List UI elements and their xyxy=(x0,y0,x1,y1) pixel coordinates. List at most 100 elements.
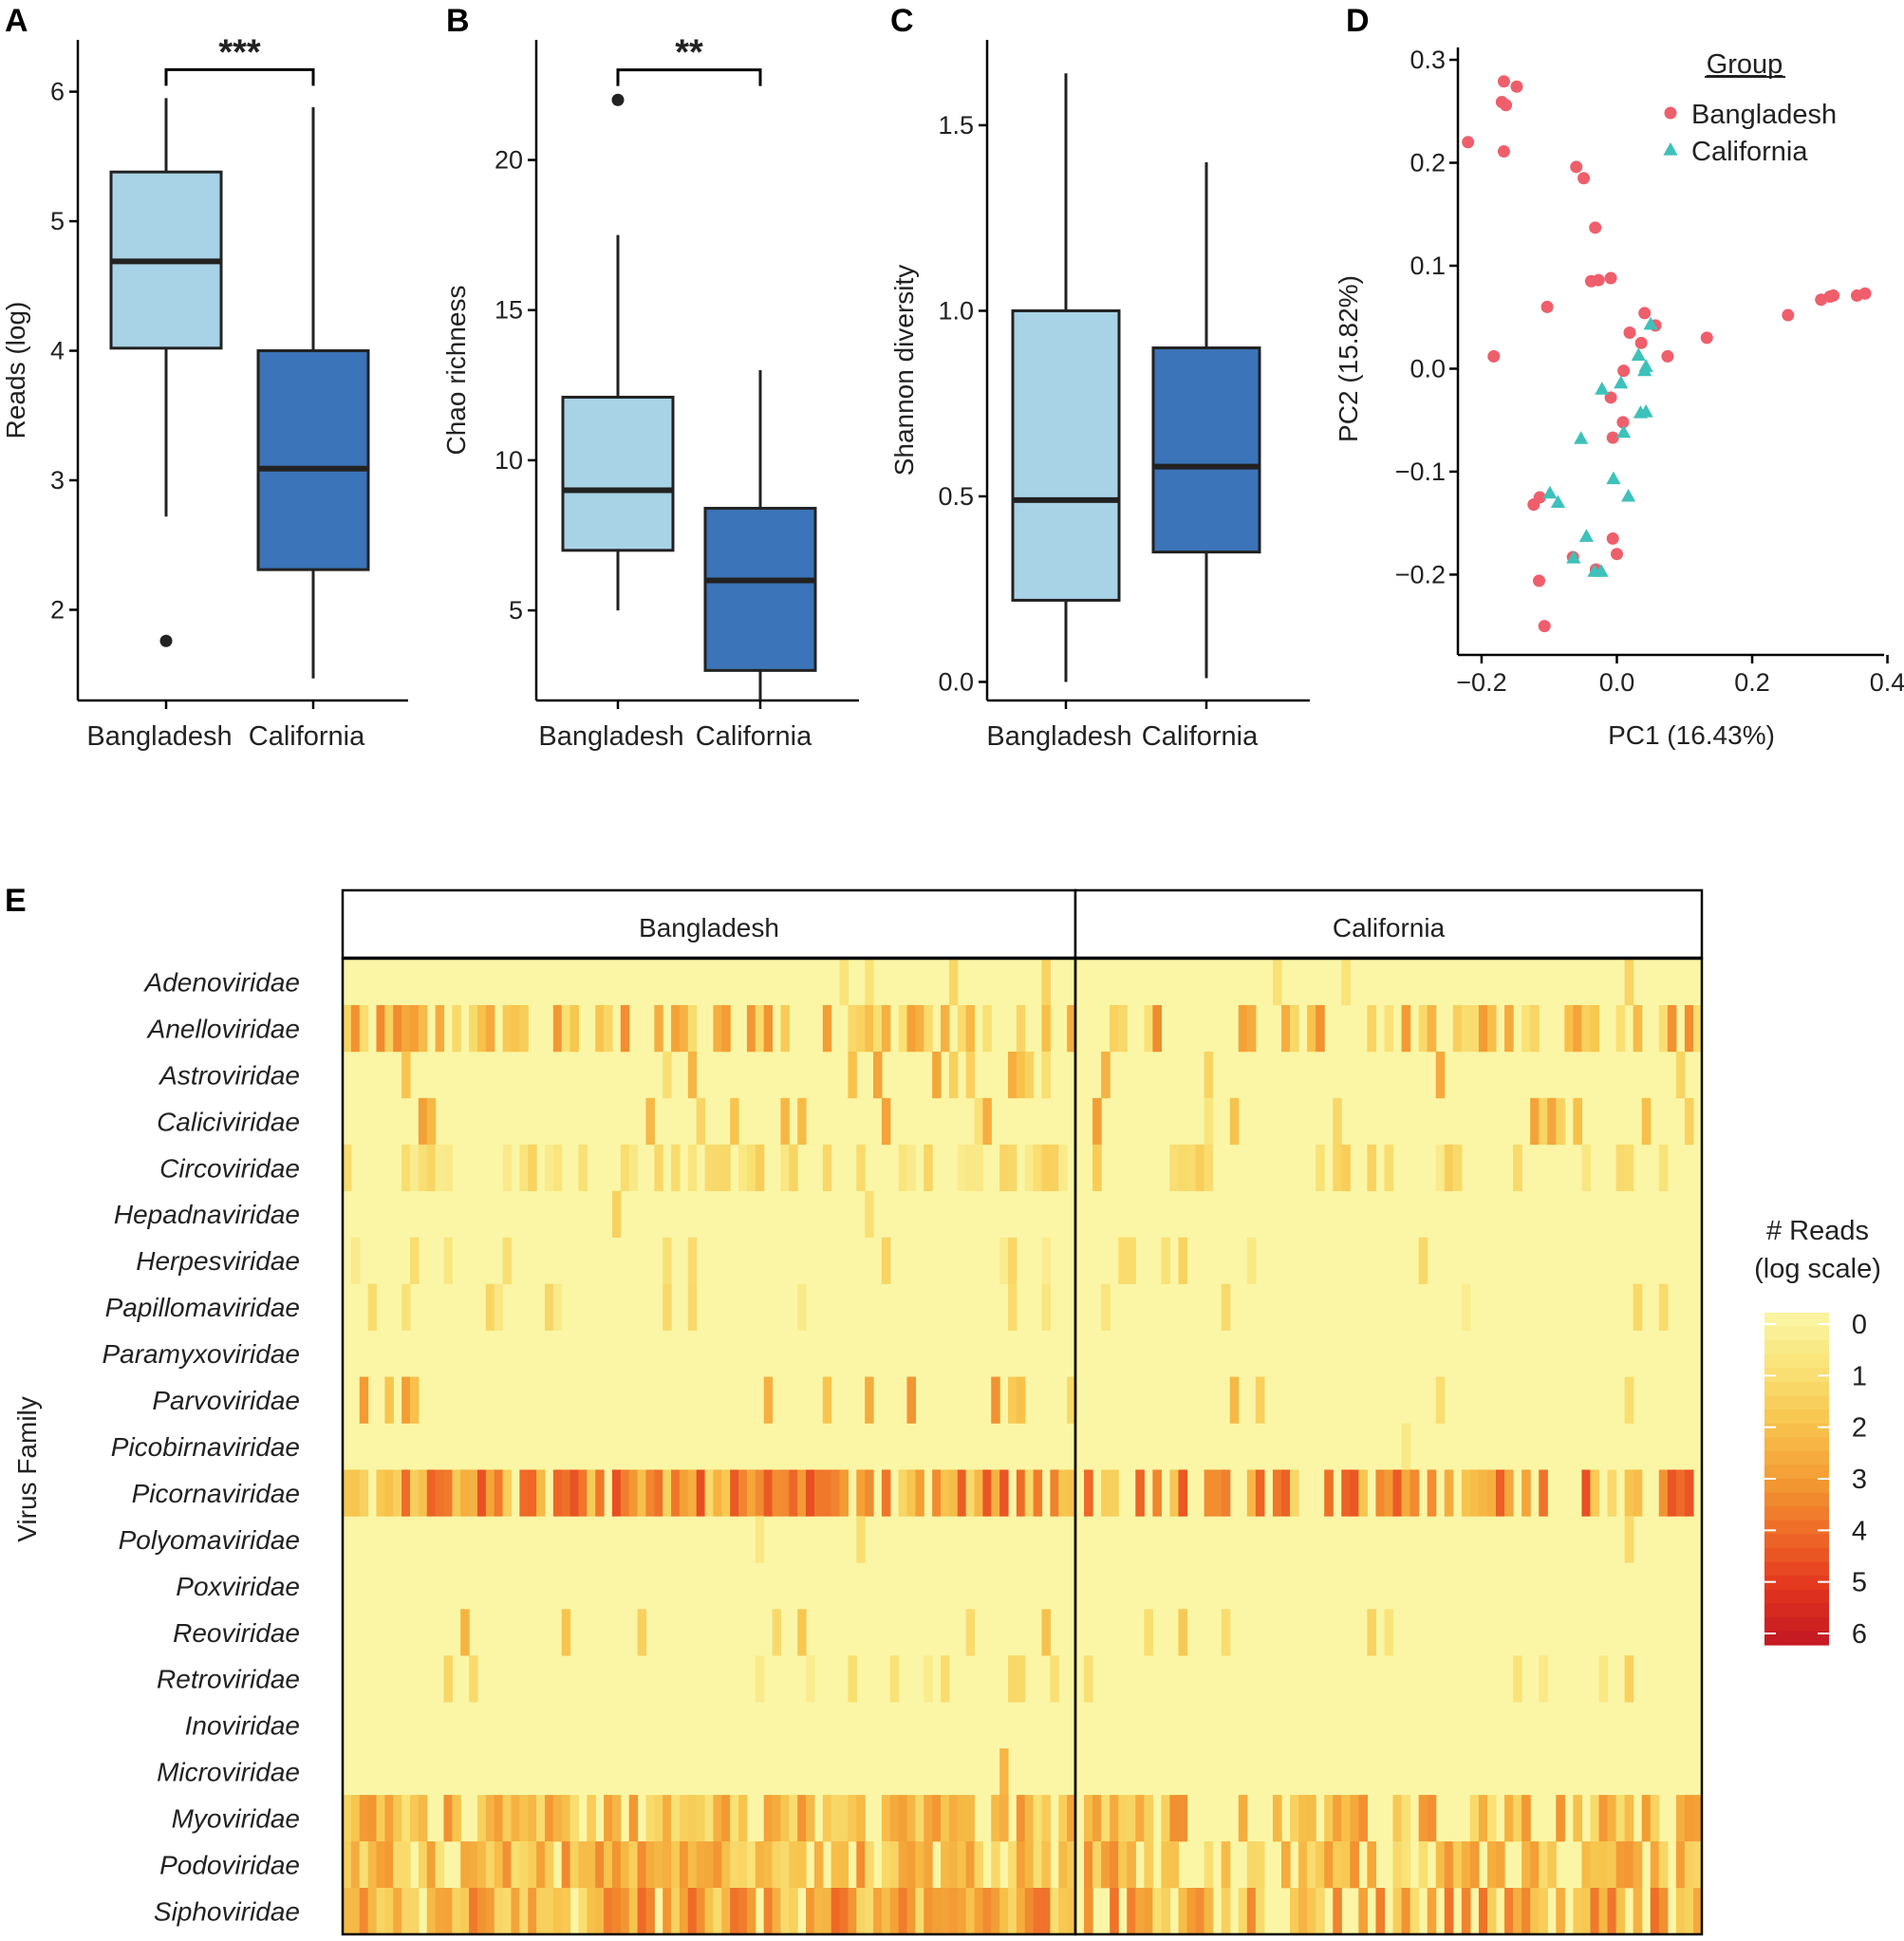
heatmap-cell xyxy=(628,1144,639,1192)
heatmap-cell xyxy=(519,1841,529,1889)
heatmap-cell xyxy=(409,1144,420,1192)
heatmap-cell xyxy=(898,1469,908,1517)
heatmap-cell xyxy=(1684,1841,1694,1889)
heatmap-cell xyxy=(628,1841,639,1889)
heatmap-cell xyxy=(1246,1237,1257,1284)
heatmap-cell xyxy=(1641,1795,1652,1842)
heatmap-cell xyxy=(696,1097,706,1146)
panel-a-y-tick-label: 2 xyxy=(50,595,65,624)
heatmap-cell xyxy=(806,1888,815,1935)
heatmap-cell xyxy=(704,1144,715,1192)
heatmap-cell xyxy=(671,1469,681,1517)
heatmap-cell xyxy=(1246,1469,1257,1517)
heatmap-cell xyxy=(1050,1144,1059,1192)
heatmap-cell xyxy=(1564,1004,1574,1053)
heatmap-cell xyxy=(687,1004,698,1053)
heatmap-cell xyxy=(906,1841,916,1889)
panel-d-point-bangladesh xyxy=(1623,326,1636,339)
heatmap-row-label: Reoviridae xyxy=(173,1618,300,1648)
heatmap-cell xyxy=(898,1888,908,1935)
heatmap-legend-title-line1: # Reads xyxy=(1766,1216,1869,1246)
heatmap-cell xyxy=(713,1469,722,1517)
heatmap-cell xyxy=(1513,1795,1522,1842)
heatmap-cell xyxy=(528,1841,537,1889)
heatmap-cell xyxy=(1298,1795,1308,1842)
heatmap-cell xyxy=(519,1004,529,1053)
heatmap-cell xyxy=(552,1283,563,1331)
heatmap-cell xyxy=(1127,1795,1136,1842)
heatmap-cell xyxy=(1144,1888,1153,1935)
heatmap-cell xyxy=(746,1004,756,1053)
heatmap-cell xyxy=(1298,1841,1308,1889)
heatmap-cell xyxy=(1127,1888,1136,1935)
panel-d-point-bangladesh xyxy=(1497,75,1510,88)
heatmap-cell xyxy=(1033,1795,1043,1842)
heatmap-cell xyxy=(755,1841,765,1889)
heatmap-cell xyxy=(763,1469,774,1517)
heatmap-cell xyxy=(1008,1376,1017,1424)
heatmap-row-label: Poxviridae xyxy=(176,1572,300,1601)
heatmap-cell xyxy=(1221,1841,1231,1889)
heatmap-cell xyxy=(1316,1888,1325,1935)
heatmap-cell xyxy=(999,1469,1009,1517)
heatmap-cell xyxy=(595,1004,605,1053)
heatmap-cell xyxy=(1255,1841,1265,1889)
heatmap-cell xyxy=(738,1795,748,1842)
panel-d-point-california xyxy=(1587,564,1602,577)
heatmap-cell xyxy=(401,1376,411,1424)
panel-a-california-box xyxy=(256,349,370,571)
heatmap-cell xyxy=(1272,959,1282,1006)
heatmap-row-label: Parvoviridae xyxy=(152,1386,300,1415)
panel-d-point-bangladesh xyxy=(1487,349,1501,363)
heatmap-cell xyxy=(915,1004,924,1053)
heatmap-cell xyxy=(552,1144,563,1192)
heatmap-cell xyxy=(418,1469,428,1517)
heatmap-cell xyxy=(1084,1841,1093,1889)
heatmap-cell xyxy=(1016,1795,1026,1842)
heatmap-cell xyxy=(1658,1469,1669,1517)
heatmap-cell xyxy=(873,1004,883,1053)
heatmap-cell xyxy=(696,1795,706,1842)
heatmap-cell xyxy=(384,1376,394,1424)
heatmap-cell xyxy=(1624,1516,1634,1563)
heatmap-cell xyxy=(730,1888,739,1935)
heatmap-cell xyxy=(1221,1283,1231,1331)
heatmap-legend-tick-label: 3 xyxy=(1852,1465,1867,1495)
heatmap-cell xyxy=(595,1841,605,1889)
heatmap-cell xyxy=(1427,1004,1437,1053)
heatmap-cell xyxy=(569,1469,580,1517)
panel-d-y-tick-label: 0.3 xyxy=(1409,46,1446,74)
heatmap-cell xyxy=(611,1795,622,1842)
heatmap-cell xyxy=(1633,1841,1643,1889)
heatmap-cell xyxy=(578,1888,588,1935)
heatmap-cell xyxy=(1624,1469,1634,1517)
heatmap-cell xyxy=(881,1469,891,1517)
heatmap-row-label: Siphoviridae xyxy=(154,1896,300,1926)
heatmap-cell xyxy=(1016,1376,1026,1424)
heatmap-cell xyxy=(452,1795,461,1842)
heatmap-cell xyxy=(418,1097,428,1146)
heatmap-cell xyxy=(696,1841,706,1889)
heatmap-cell xyxy=(1496,1841,1505,1889)
heatmap-cell xyxy=(1486,1004,1497,1053)
heatmap-cell xyxy=(1101,1841,1111,1889)
heatmap-cell xyxy=(1008,1655,1017,1703)
heatmap-cell xyxy=(1539,1841,1548,1889)
heatmap-cell xyxy=(469,1469,478,1517)
heatmap-row-label: Circoviridae xyxy=(159,1153,300,1183)
heatmap-cell xyxy=(393,1888,402,1935)
panel-b-plot: 5 10 15 20 Chao richness Bangladesh California… xyxy=(441,33,859,752)
heatmap-cell xyxy=(806,1469,815,1517)
panel-d-point-california xyxy=(1643,316,1658,330)
heatmap-cell xyxy=(687,1144,698,1192)
heatmap-cell xyxy=(1161,1795,1171,1842)
heatmap-cell xyxy=(528,1144,537,1192)
heatmap-cell xyxy=(1033,1841,1043,1889)
heatmap-strip-bangladesh xyxy=(341,888,1077,960)
heatmap-cell xyxy=(991,1795,1000,1842)
heatmap-cell xyxy=(1152,1888,1163,1935)
heatmap-cell xyxy=(1658,1283,1669,1331)
heatmap-cell xyxy=(1135,1888,1145,1935)
heatmap-cell xyxy=(663,1283,672,1331)
heatmap-cell xyxy=(1444,1469,1454,1517)
